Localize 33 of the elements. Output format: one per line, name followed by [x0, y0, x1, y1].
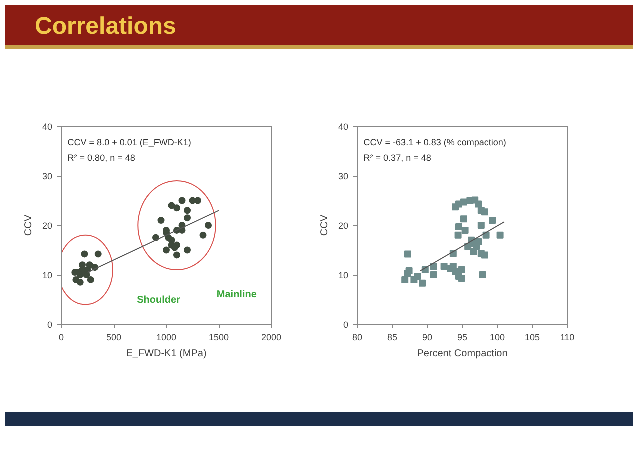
x-tick-label: 100 [490, 332, 506, 342]
x-tick-label: 85 [387, 332, 398, 342]
x-tick-label: 105 [524, 332, 540, 342]
x-tick-label: 95 [457, 332, 468, 342]
x-tick-label: 2000 [261, 332, 282, 342]
y-tick-label: 0 [343, 320, 349, 330]
chart-title: Correlations [5, 5, 633, 49]
y-tick-label: 40 [338, 122, 349, 132]
annotation: R² = 0.80, n = 48 [68, 153, 136, 164]
annotation: R² = 0.37, n = 48 [364, 153, 432, 164]
x-tick-label: 1500 [208, 332, 230, 342]
annotation: Mainline [216, 289, 258, 300]
y-tick-label: 10 [42, 270, 53, 280]
y-tick-label: 20 [338, 221, 349, 231]
y-axis-title: CCV [319, 214, 330, 236]
annotation: Shoulder [137, 295, 181, 306]
x-tick-label: 90 [422, 332, 433, 342]
y-tick-label: 40 [42, 122, 53, 132]
x-tick-label: 0 [58, 332, 64, 342]
y-axis-title: CCV [23, 214, 34, 236]
x-axis-title: E_FWD-K1 (MPa) [126, 348, 207, 360]
annotation: CCV = 8.0 + 0.01 (E_FWD-K1) [68, 137, 192, 148]
y-tick-label: 30 [338, 172, 349, 182]
y-tick-label: 10 [338, 270, 349, 280]
annotation: CCV = -63.1 + 0.83 (% compaction) [364, 137, 506, 148]
x-tick-label: 80 [352, 332, 363, 342]
x-tick-label: 110 [560, 332, 575, 342]
y-tick-label: 20 [42, 221, 53, 231]
x-tick-label: 1000 [156, 332, 177, 342]
y-tick-label: 0 [47, 320, 53, 330]
y-tick-label: 30 [42, 172, 53, 182]
x-tick-label: 500 [106, 332, 122, 342]
x-axis-title: Percent Compaction [417, 348, 508, 360]
